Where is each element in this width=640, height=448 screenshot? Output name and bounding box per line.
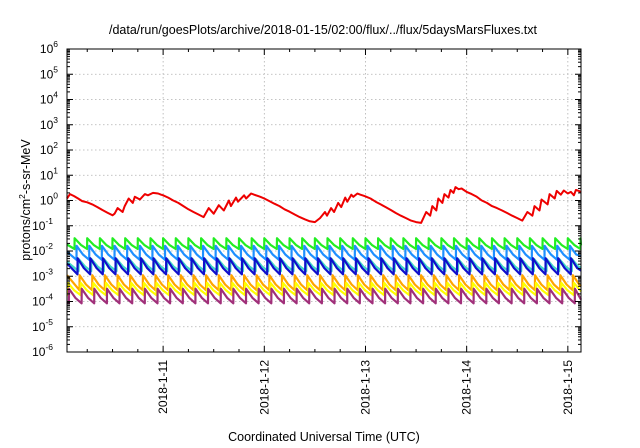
flux-series-line [66, 257, 582, 276]
chart-title: /data/run/goesPlots/archive/2018-01-15/0… [109, 23, 538, 37]
y-tick-label: 100 [40, 191, 58, 208]
y-tick-label: 105 [40, 64, 58, 81]
x-tick-label: 2018-1-12 [257, 360, 271, 415]
x-tick-label: 2018-1-14 [460, 360, 474, 415]
y-tick-label: 10-2 [32, 241, 53, 258]
flux-series-line [66, 287, 582, 305]
y-tick-label: 104 [40, 90, 58, 107]
flux-series-line [66, 244, 582, 261]
y-tick-label: 103 [40, 115, 58, 132]
x-axis: 2018-1-11 2018-1-12 2018-1-13 2018-1-14 2018… [86, 49, 575, 415]
y-axis-label: protons/cm2-s-sr-MeV [17, 139, 33, 261]
grid [67, 49, 581, 352]
y-tick-label: 10-3 [32, 266, 53, 283]
series-lines [66, 186, 583, 305]
x-tick-label: 2018-1-13 [358, 360, 372, 415]
x-tick-label: 2018-1-15 [561, 360, 575, 415]
flux-series-line [66, 274, 582, 292]
flux-series-line [66, 237, 583, 251]
y-tick-label: 10-5 [32, 317, 53, 334]
flux-series-line [66, 186, 582, 224]
y-axis: 10-6 10-5 10-4 10-3 10-2 10-1 100 101 102 103 104 1… [32, 39, 581, 359]
x-axis-label: Coordinated Universal Time (UTC) [228, 430, 420, 444]
y-tick-label: 101 [40, 165, 58, 182]
y-tick-label: 10-4 [32, 292, 53, 309]
y-tick-label: 102 [40, 140, 58, 157]
y-tick-label: 106 [40, 39, 58, 56]
x-tick-label: 2018-1-11 [156, 360, 170, 414]
y-tick-label: 10-6 [32, 342, 53, 359]
y-tick-label: 10-1 [32, 216, 53, 233]
